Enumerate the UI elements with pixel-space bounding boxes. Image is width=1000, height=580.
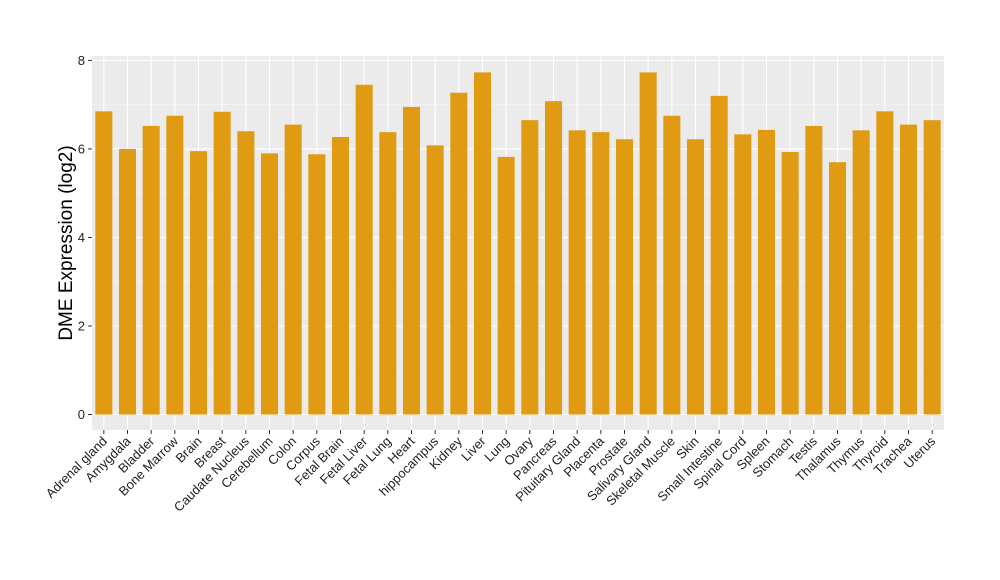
bar: [734, 134, 752, 415]
bar: [308, 154, 326, 415]
bar: [260, 153, 279, 415]
y-tick-label: 2: [78, 318, 85, 333]
bar: [899, 124, 918, 415]
bars: [95, 72, 941, 415]
bar: [852, 130, 870, 415]
bar: [355, 84, 373, 415]
x-tick-label: Liver: [458, 433, 489, 464]
y-axis-title: DME Expression (log2): [56, 145, 77, 340]
bar: [213, 111, 231, 415]
bar: [473, 72, 492, 415]
bar: [331, 136, 350, 415]
y-tick-label: 8: [78, 53, 85, 68]
bar: [639, 72, 657, 415]
bar: [450, 92, 468, 415]
bar: [95, 111, 113, 415]
bar: [592, 132, 610, 415]
bar: [379, 132, 397, 415]
plot-panel: [92, 56, 944, 430]
bar: [615, 139, 634, 415]
bar: [521, 120, 539, 415]
bar: [237, 131, 255, 415]
bar: [166, 115, 184, 415]
y-axis: 0 2 4 6 8: [78, 53, 92, 422]
bar: [118, 148, 137, 415]
y-tick-label: 4: [78, 230, 85, 245]
bar: [710, 95, 728, 415]
bar: [544, 101, 563, 415]
bar: [189, 151, 208, 415]
bar: [402, 106, 421, 415]
bar: [805, 125, 823, 415]
bar: [284, 124, 302, 415]
y-tick-label: 6: [78, 141, 85, 156]
bar: [686, 139, 705, 415]
bar: [828, 162, 847, 415]
bar: [923, 120, 941, 415]
bar: [497, 156, 515, 415]
bar: [142, 125, 160, 415]
bar: [663, 115, 681, 415]
bar: [757, 129, 776, 415]
bar: [781, 152, 799, 415]
bar: [876, 111, 894, 415]
bar: [568, 130, 586, 415]
bar: [426, 145, 444, 415]
y-tick-label: 0: [78, 407, 85, 422]
